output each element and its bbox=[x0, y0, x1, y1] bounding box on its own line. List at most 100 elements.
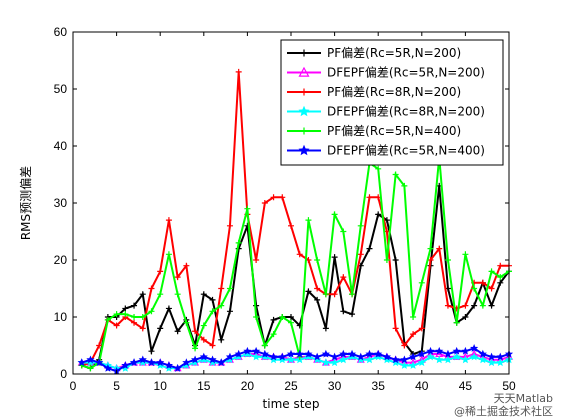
data-point bbox=[165, 251, 172, 258]
data-point bbox=[208, 358, 217, 367]
data-point bbox=[321, 358, 330, 367]
data-point bbox=[339, 349, 348, 358]
data-point bbox=[392, 171, 399, 178]
data-point bbox=[470, 344, 479, 352]
data-point bbox=[148, 308, 155, 315]
data-point bbox=[478, 349, 487, 358]
data-point bbox=[357, 251, 364, 258]
data-point bbox=[164, 361, 174, 369]
data-point bbox=[408, 352, 418, 361]
data-point bbox=[234, 349, 243, 358]
data-point bbox=[496, 352, 505, 361]
data-point bbox=[357, 222, 364, 229]
x-tick-label: 50 bbox=[502, 379, 516, 393]
data-point bbox=[131, 302, 138, 309]
data-point bbox=[226, 222, 233, 229]
data-point bbox=[479, 279, 486, 286]
data-point bbox=[270, 331, 277, 338]
x-tick-label: 30 bbox=[328, 379, 342, 393]
y-axis-label: RMS预测偏差 bbox=[18, 166, 33, 240]
series-line bbox=[81, 185, 510, 370]
data-point bbox=[104, 316, 111, 323]
data-point bbox=[496, 358, 505, 367]
data-point bbox=[366, 194, 373, 201]
ticks-layer: 0 5 10 15 20 25 30 35 40 45 50 0 10 20 30 40 50 60 bbox=[54, 25, 516, 393]
data-point bbox=[288, 314, 294, 320]
legend-label: DFEPF偏差(Rc=8R,N=200) bbox=[327, 104, 485, 119]
data-point bbox=[286, 349, 296, 358]
data-point bbox=[488, 268, 495, 275]
data-point bbox=[321, 349, 330, 358]
data-point bbox=[392, 257, 399, 263]
data-point bbox=[426, 352, 435, 361]
data-point bbox=[296, 251, 303, 258]
x-axis-label: time step bbox=[263, 397, 320, 411]
data-point bbox=[157, 291, 164, 298]
data-point bbox=[383, 257, 390, 263]
data-point bbox=[375, 211, 382, 218]
data-point bbox=[356, 352, 365, 361]
data-point bbox=[436, 245, 443, 252]
data-point bbox=[365, 349, 374, 358]
data-point bbox=[113, 322, 120, 329]
data-point bbox=[374, 352, 383, 361]
data-point bbox=[478, 355, 487, 364]
data-point bbox=[400, 355, 409, 364]
data-point bbox=[261, 342, 268, 349]
legend-label: PF偏差(Rc=5R,N=400) bbox=[327, 123, 461, 138]
data-point bbox=[298, 144, 310, 156]
data-point bbox=[270, 194, 277, 201]
data-point bbox=[410, 331, 417, 338]
data-point bbox=[164, 363, 174, 372]
data-point bbox=[418, 279, 425, 286]
data-point bbox=[165, 305, 172, 312]
legend-item: DFEPF偏差(Rc=5R,N=200) bbox=[287, 65, 485, 80]
data-point bbox=[260, 349, 269, 358]
data-point bbox=[314, 285, 321, 292]
data-point bbox=[417, 349, 426, 358]
data-point bbox=[313, 355, 322, 364]
data-point bbox=[347, 349, 357, 358]
data-point bbox=[288, 319, 294, 326]
data-point bbox=[235, 239, 242, 246]
data-point bbox=[401, 182, 408, 189]
data-point bbox=[418, 325, 425, 332]
x-tick-label: 0 bbox=[70, 379, 77, 393]
x-tick-label: 5 bbox=[113, 379, 120, 393]
legend-item: DFEPF偏差(Rc=5R,N=400) bbox=[287, 143, 485, 158]
data-point bbox=[148, 348, 155, 355]
data-point bbox=[382, 355, 392, 364]
data-point bbox=[173, 363, 182, 372]
data-point bbox=[479, 302, 486, 309]
data-point bbox=[426, 346, 435, 355]
data-point bbox=[77, 358, 86, 367]
data-point bbox=[365, 355, 374, 364]
legend: PF偏差(Rc=5R,N=200) DFEPF偏差(Rc=5R,N=200) PF偏… bbox=[280, 39, 504, 166]
data-point bbox=[461, 355, 470, 364]
data-point bbox=[131, 314, 138, 320]
data-point bbox=[375, 165, 382, 172]
data-point bbox=[349, 291, 356, 298]
x-tick-label: 45 bbox=[459, 379, 473, 393]
series-line bbox=[81, 157, 510, 370]
data-point bbox=[192, 345, 199, 352]
y-tick-label: 60 bbox=[54, 25, 68, 39]
x-tick-label: 20 bbox=[241, 379, 255, 393]
data-point bbox=[87, 365, 94, 372]
data-point bbox=[131, 319, 138, 326]
data-point bbox=[304, 352, 313, 361]
data-point bbox=[322, 291, 329, 298]
data-point bbox=[366, 245, 373, 252]
data-point bbox=[279, 314, 286, 320]
data-point bbox=[340, 228, 347, 235]
data-point bbox=[452, 352, 461, 361]
data-point bbox=[190, 358, 200, 367]
data-point bbox=[209, 342, 216, 349]
data-point bbox=[139, 325, 146, 332]
data-point bbox=[199, 352, 208, 361]
series-5 bbox=[78, 154, 512, 372]
data-point bbox=[453, 319, 460, 326]
data-point bbox=[235, 68, 242, 75]
data-point bbox=[95, 358, 104, 367]
